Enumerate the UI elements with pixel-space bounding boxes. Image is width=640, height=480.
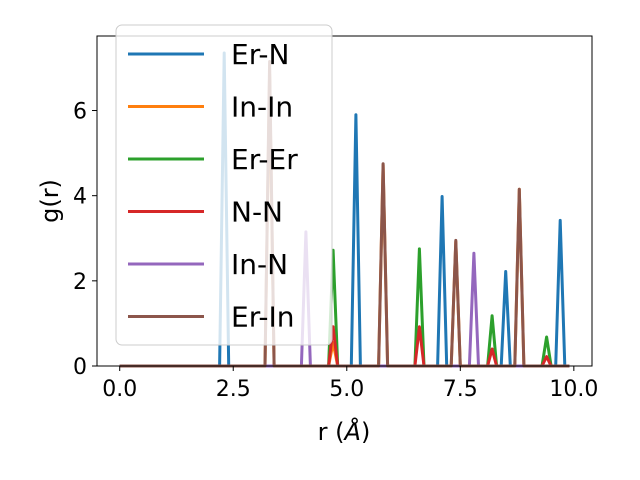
x-axis: 0.0 2.5 5.0 7.5 10.0 (102, 366, 598, 402)
y-axis-label: g(r) (36, 179, 64, 223)
y-tick-label: 4 (73, 185, 87, 210)
x-tick-label: 10.0 (549, 377, 598, 402)
legend-label-in-in: In-In (231, 91, 293, 124)
x-tick-label: 5.0 (329, 377, 364, 402)
legend-label-er-in: Er-In (231, 301, 295, 334)
y-tick-label: 0 (73, 355, 87, 380)
legend-label-n-n: N-N (231, 196, 283, 229)
y-tick-label: 6 (73, 100, 87, 125)
plot-frame (96, 35, 593, 367)
legend-label-in-n: In-N (231, 248, 288, 281)
x-tick-label: 0.0 (102, 377, 137, 402)
y-tick-label: 2 (73, 270, 87, 295)
y-axis: 0 2 4 6 (73, 100, 97, 380)
legend-label-er-n: Er-N (231, 38, 289, 71)
legend: Er-N In-In Er-Er N-N In-N Er-In (115, 24, 333, 346)
x-tick-label: 2.5 (216, 377, 251, 402)
x-axis-label: r (Å) (318, 417, 371, 446)
legend-box (115, 24, 333, 346)
legend-label-er-er: Er-Er (231, 143, 298, 176)
x-tick-label: 7.5 (443, 377, 478, 402)
